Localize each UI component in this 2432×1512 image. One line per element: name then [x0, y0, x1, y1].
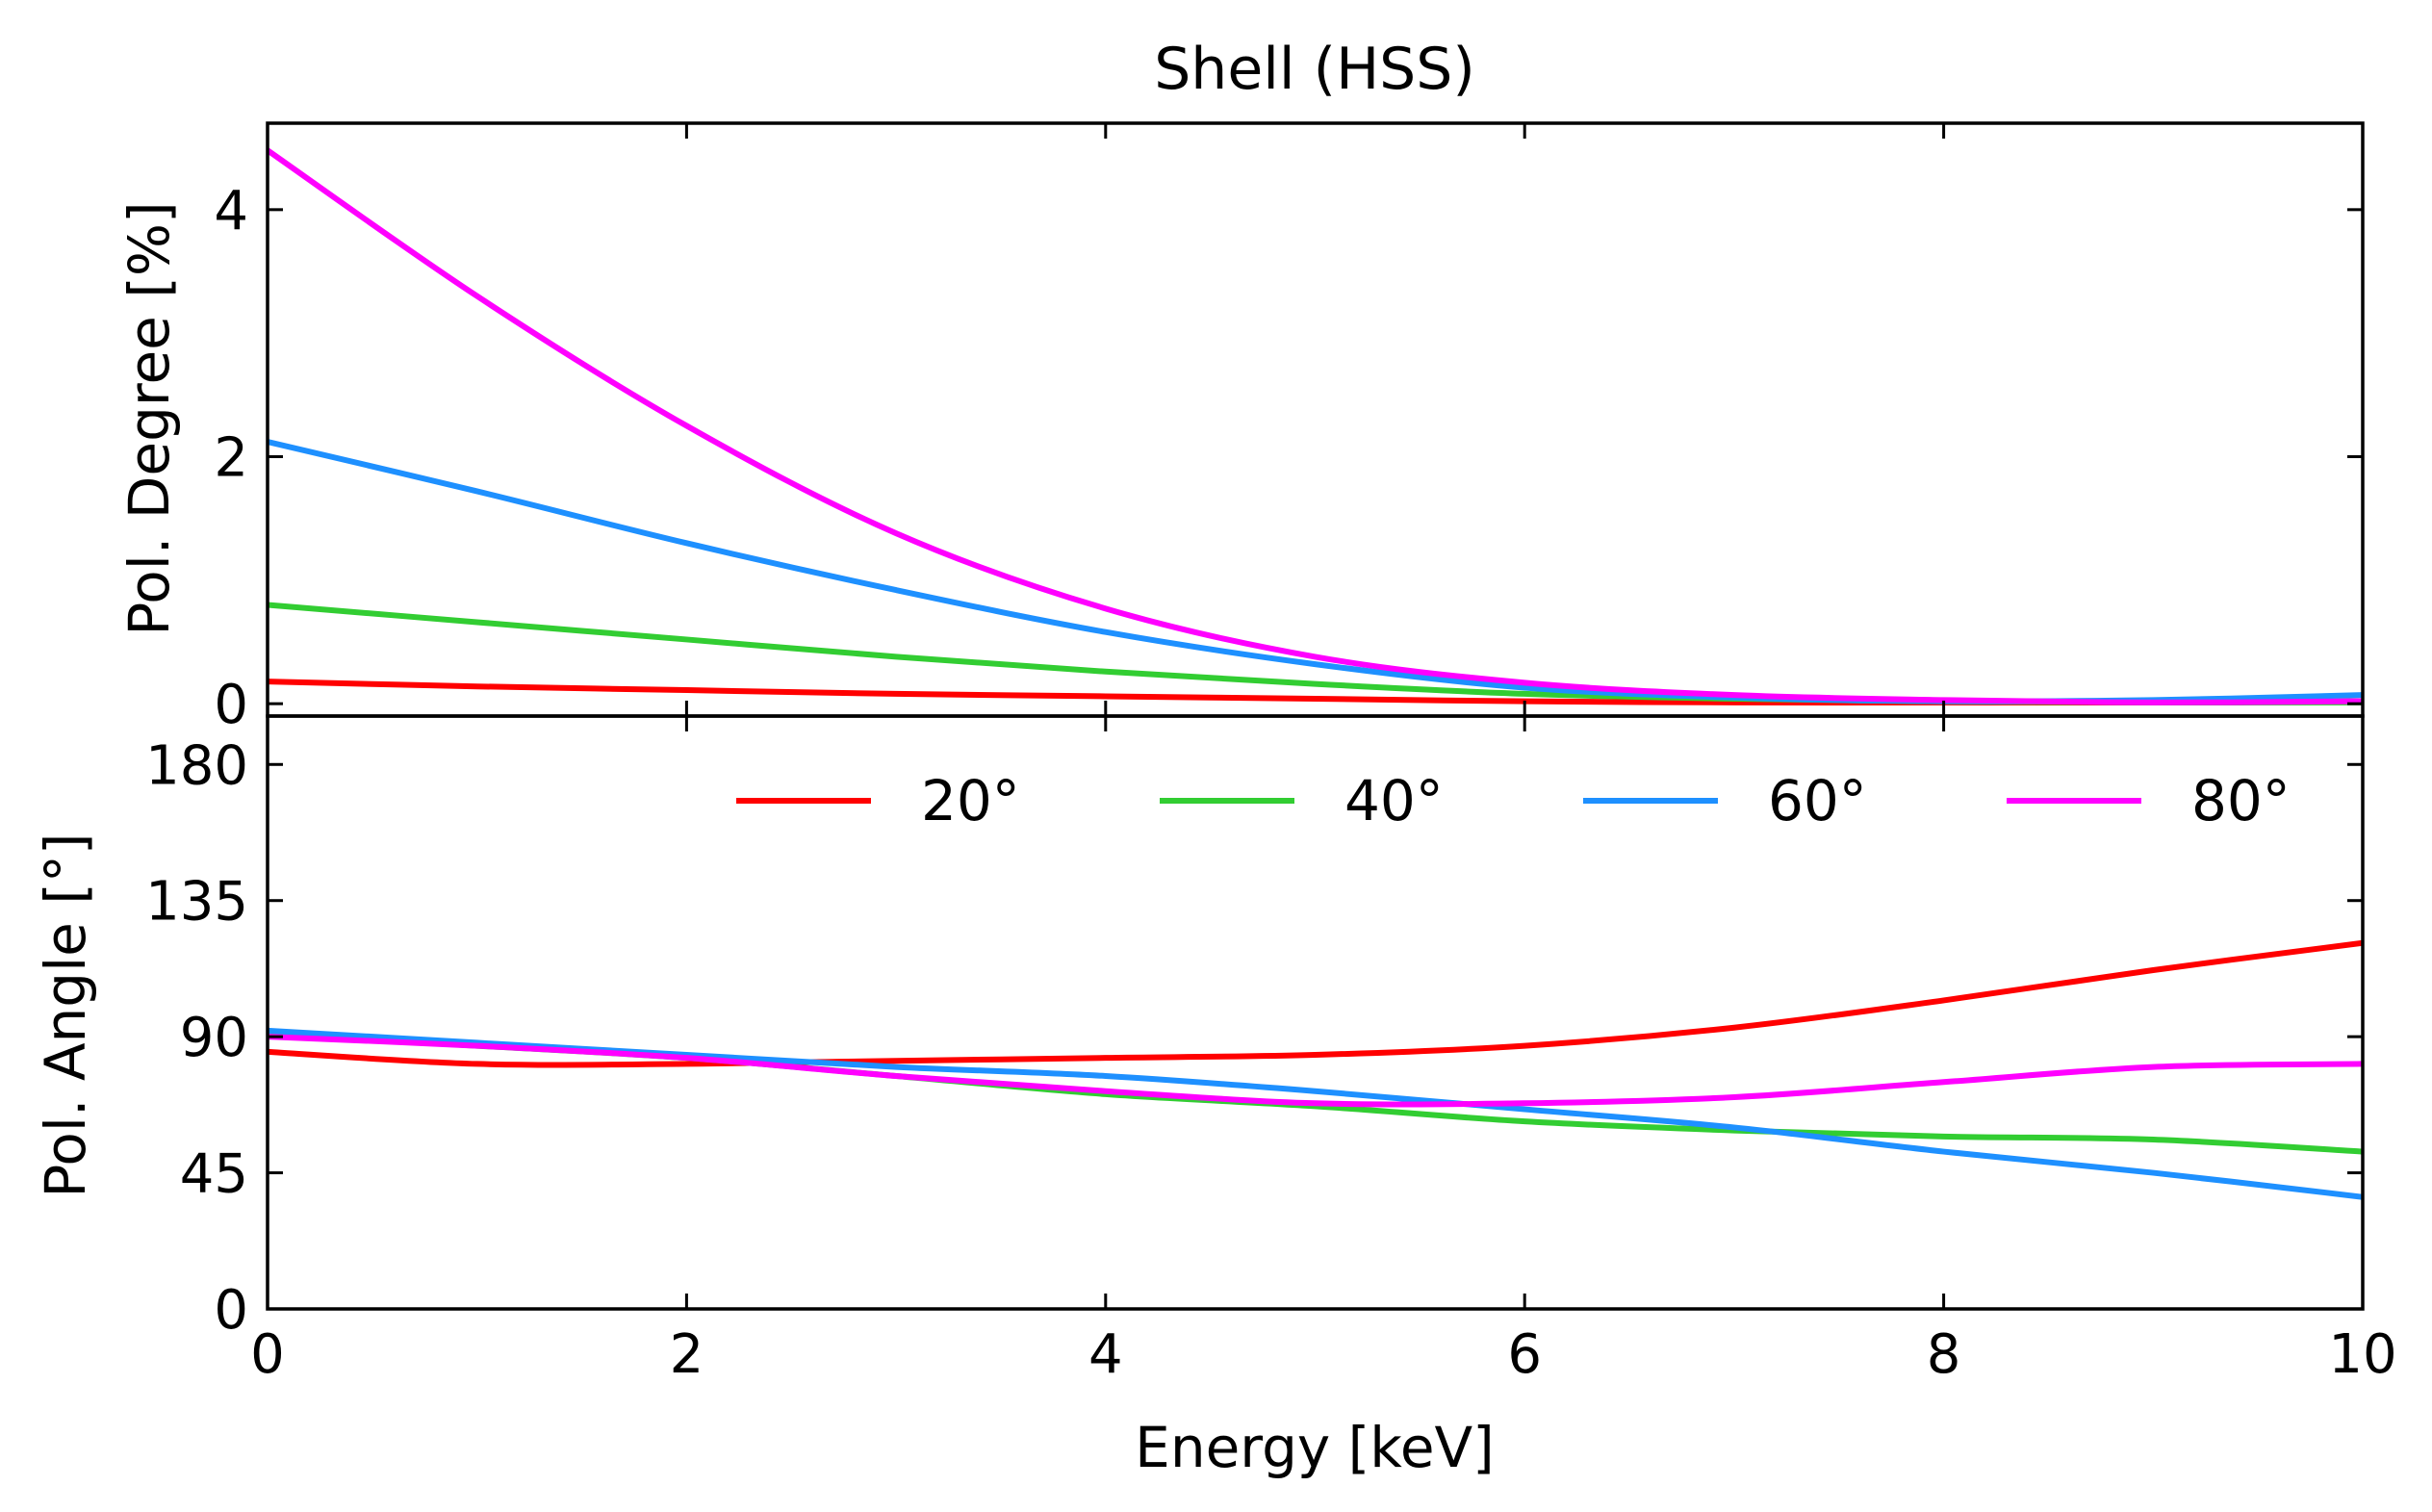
x-tick-label: 0 [250, 1323, 285, 1386]
legend-label-4: 80° [2191, 768, 2291, 833]
top-y-axis-label: Pol. Degree [%] [116, 201, 182, 635]
x-tick-label: 4 [1088, 1323, 1123, 1386]
top-plot-frame [266, 121, 2365, 718]
bottom-y-tick-label: 180 [145, 734, 248, 797]
bottom-y-axis-label: Pol. Angle [°] [33, 833, 98, 1197]
bottom-y-tick-label: 135 [145, 871, 248, 934]
x-axis-label: Energy [keV] [1135, 1415, 1495, 1480]
legend-label-1: 20° [921, 768, 1020, 833]
x-tick-label: 2 [670, 1323, 704, 1386]
bottom-plot-frame [266, 714, 2365, 1311]
x-tick-label: 10 [2328, 1323, 2396, 1386]
top-y-tick-label: 4 [214, 180, 248, 243]
bottom-series-line-1 [268, 939, 2363, 1068]
bottom-y-tick-label: 45 [180, 1143, 248, 1206]
top-series-line-3 [268, 439, 2363, 705]
x-tick-label: 8 [1927, 1323, 1961, 1386]
bottom-y-tick-label: 0 [214, 1279, 248, 1342]
bottom-series-line-4 [268, 1034, 2363, 1108]
legend: 20° 40° 60° 80° [736, 768, 2291, 833]
chart-title: Shell (HSS) [1154, 36, 1475, 103]
bottom-y-tick-label: 90 [180, 1007, 248, 1069]
legend-label-2: 40° [1344, 768, 1444, 833]
top-y-tick-label: 0 [214, 674, 248, 736]
x-tick-label: 6 [1507, 1323, 1542, 1386]
top-y-tick-label: 2 [214, 427, 248, 490]
bottom-panel: 0 2 4 6 8 10 0 45 90 135 180 [145, 714, 2397, 1386]
top-panel: 0 2 4 [214, 121, 2365, 736]
legend-label-3: 60° [1768, 768, 1867, 833]
top-series-line-4 [268, 147, 2363, 705]
